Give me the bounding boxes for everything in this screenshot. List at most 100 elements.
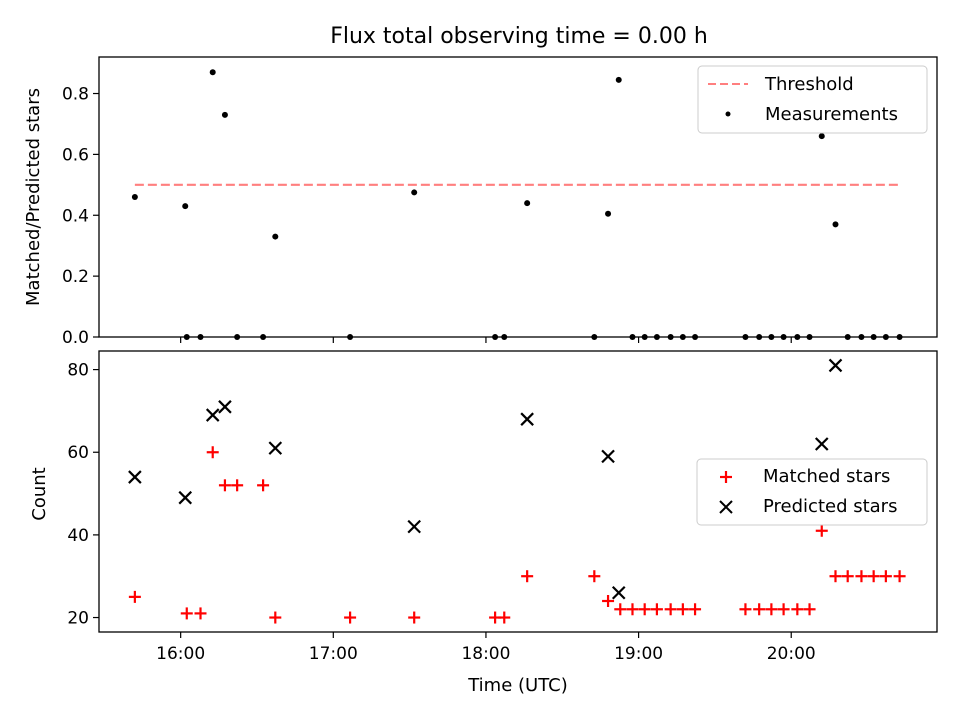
matched-star-point: [829, 570, 842, 583]
top-y-tick-label: 0.6: [62, 145, 89, 165]
matched-star-point: [180, 607, 193, 620]
matched-star-point: [664, 603, 677, 616]
matched-star-point: [791, 603, 804, 616]
matched-star-point: [521, 570, 534, 583]
x-axis-label: Time (UTC): [467, 675, 568, 696]
matched-star-point: [231, 479, 244, 492]
matched-star-point: [893, 570, 906, 583]
bottom-x-tick-label: 20:00: [767, 644, 816, 664]
predicted-marker-b: [814, 437, 829, 451]
top-x-axis-ticks: [180, 337, 792, 343]
measurement-point: [209, 69, 216, 76]
top-y-axis-ticks: 0.0 0.2 0.4 0.6 0.8: [62, 85, 99, 348]
top-legend: Threshold Measurements: [697, 65, 928, 134]
measurement-point: [411, 189, 418, 196]
top-plot-frame: [98, 56, 938, 338]
top-y-tick-label: 0.2: [62, 267, 89, 287]
measurement-point: [818, 133, 825, 140]
matched-star-point: [855, 570, 868, 583]
predicted-star-point: [611, 585, 626, 600]
matched-star-point: [626, 603, 639, 616]
predicted-star-point: [828, 358, 843, 373]
matched-star-point: [841, 570, 854, 583]
predicted-marker-b: [601, 449, 615, 464]
measurement-point: [131, 194, 138, 200]
chart-title: Flux total observing time = 0.00 h: [330, 24, 708, 49]
legend-measurements-label: Measurements: [765, 104, 898, 125]
predicted-star-point: [407, 519, 421, 534]
measurement-point: [832, 221, 839, 228]
predicted-star-point: [814, 437, 829, 451]
matched-star-point: [753, 603, 766, 616]
legend-matched-label: Matched stars: [763, 466, 890, 487]
predicted-marker-b: [407, 519, 421, 534]
matched-star-point: [194, 607, 207, 620]
measurement-point: [615, 76, 622, 83]
matched-star-point: [815, 524, 828, 537]
bottom-x-tick-label: 18:00: [461, 644, 510, 664]
legend-predicted-label: Predicted stars: [763, 496, 897, 517]
bottom-plot-area: [128, 358, 906, 624]
predicted-marker-b: [268, 441, 283, 455]
bottom-x-tick-label: 17:00: [309, 644, 358, 664]
predicted-marker-b: [520, 412, 534, 426]
matched-star-point: [498, 611, 511, 624]
measurement-point: [524, 200, 531, 207]
matched-star-point: [650, 603, 663, 616]
measurement-point: [182, 203, 189, 210]
measurement-point: [605, 210, 612, 217]
bottom-y-axis-ticks: 20 40 60 80: [67, 361, 99, 629]
predicted-marker-b: [128, 470, 142, 484]
predicted-marker-b: [611, 585, 626, 600]
bottom-plot-frame: [98, 350, 938, 633]
predicted-star-point: [128, 470, 142, 484]
legend-matched-swatch: [720, 471, 732, 483]
matched-star-point: [803, 603, 816, 616]
predicted-star-point: [178, 490, 193, 505]
predicted-star-point: [218, 400, 232, 414]
matched-star-point: [879, 570, 892, 583]
top-y-tick-label: 0.4: [62, 206, 89, 226]
matched-star-point: [602, 595, 615, 608]
matched-star-point: [867, 570, 880, 583]
matched-star-point: [206, 446, 219, 459]
top-y-tick-label: 0.0: [62, 328, 89, 348]
matched-star-point: [676, 603, 689, 616]
bottom-panel: 20 40 60 80 16:00 17:00 18:00 19:00 20:00 Count…: [29, 350, 938, 696]
matched-star-point: [257, 479, 270, 492]
bottom-x-axis-ticks: 16:00 17:00 18:00 19:00 20:00: [156, 632, 816, 664]
matched-star-point: [588, 570, 601, 583]
bottom-y-tick-label: 60: [67, 443, 89, 463]
predicted-marker-b: [828, 358, 843, 373]
matched-star-point: [739, 603, 752, 616]
predicted-marker-b: [178, 490, 193, 505]
legend-threshold-label: Threshold: [764, 74, 854, 95]
bottom-legend: Matched stars Predicted stars: [696, 458, 928, 526]
measurement-point: [221, 111, 228, 118]
matched-star-point: [765, 603, 778, 616]
bottom-legend-box: [696, 458, 928, 526]
predicted-star-point: [520, 412, 534, 426]
matched-star-point: [269, 611, 282, 624]
matched-star-point: [218, 479, 231, 492]
legend-measurements-swatch: [725, 111, 731, 117]
bottom-x-tick-label: 19:00: [614, 644, 663, 664]
matched-star-point: [614, 603, 627, 616]
predicted-marker-b: [205, 408, 220, 422]
legend-predicted-swatch: [719, 500, 733, 514]
top-legend-box: [697, 65, 928, 134]
measurement-point: [272, 233, 279, 240]
top-y-tick-label: 0.8: [62, 85, 89, 105]
bottom-y-tick-label: 20: [67, 609, 89, 629]
matched-star-point: [128, 590, 141, 603]
bottom-y-tick-label: 40: [67, 526, 89, 546]
predicted-star-point: [268, 441, 283, 455]
top-y-axis-label: Matched/Predicted stars: [23, 88, 44, 306]
matched-star-point: [638, 603, 651, 616]
matched-star-point: [408, 611, 421, 624]
bottom-x-tick-label: 16:00: [156, 644, 205, 664]
matched-star-point: [777, 603, 790, 616]
top-panel: 0.00.20.40.60.8 Matched/Predicted stars …: [23, 56, 938, 348]
predicted-marker-b: [218, 400, 232, 414]
